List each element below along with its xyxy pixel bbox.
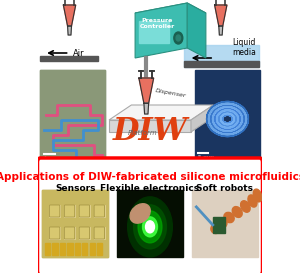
Ellipse shape	[232, 207, 242, 217]
FancyBboxPatch shape	[79, 205, 90, 217]
Ellipse shape	[241, 201, 250, 212]
Circle shape	[146, 222, 154, 232]
Text: Sensors: Sensors	[55, 184, 96, 193]
Text: DIW: DIW	[112, 116, 188, 147]
Polygon shape	[68, 26, 71, 35]
Ellipse shape	[248, 195, 257, 207]
Bar	[94, 227, 105, 239]
FancyBboxPatch shape	[79, 227, 90, 239]
Ellipse shape	[211, 224, 221, 233]
Bar	[79, 227, 90, 239]
Bar	[67, 243, 73, 255]
Bar	[97, 243, 102, 255]
Bar	[40, 70, 105, 158]
Text: Liquid
media: Liquid media	[232, 38, 256, 57]
Polygon shape	[109, 120, 191, 132]
Ellipse shape	[224, 212, 234, 223]
Bar	[42, 190, 107, 257]
Text: 1 mm: 1 mm	[44, 156, 61, 161]
Polygon shape	[214, 5, 227, 26]
Circle shape	[174, 32, 183, 44]
Polygon shape	[187, 3, 206, 58]
Bar	[184, 45, 259, 67]
Circle shape	[176, 35, 181, 41]
Text: Flexible electronics: Flexible electronics	[100, 184, 200, 193]
Ellipse shape	[217, 218, 227, 228]
FancyBboxPatch shape	[64, 227, 75, 239]
Bar	[195, 70, 260, 158]
Polygon shape	[191, 105, 213, 132]
Text: Pressure
Controller: Pressure Controller	[140, 18, 175, 29]
Bar	[50, 227, 60, 239]
Bar	[193, 190, 258, 257]
Text: Dispenser: Dispenser	[155, 88, 187, 98]
Polygon shape	[63, 5, 76, 26]
Text: Applications of DIW-fabricated silicone microfluidics: Applications of DIW-fabricated silicone …	[0, 172, 300, 182]
Bar	[50, 205, 60, 217]
Bar	[82, 243, 87, 255]
Polygon shape	[135, 3, 187, 58]
Text: Platform: Platform	[128, 130, 158, 136]
Bar	[79, 205, 90, 217]
FancyBboxPatch shape	[50, 205, 60, 217]
Bar	[64, 227, 75, 239]
Bar	[94, 205, 105, 217]
Text: Air: Air	[73, 49, 84, 58]
Bar	[45, 243, 50, 255]
Text: 5 mm: 5 mm	[198, 155, 214, 160]
Bar	[40, 70, 105, 158]
Ellipse shape	[130, 204, 150, 223]
Bar	[184, 61, 259, 67]
FancyBboxPatch shape	[94, 227, 105, 239]
Bar	[60, 243, 65, 255]
FancyBboxPatch shape	[50, 227, 60, 239]
Polygon shape	[144, 103, 148, 114]
Text: Soft robots: Soft robots	[196, 184, 253, 193]
FancyBboxPatch shape	[38, 158, 262, 273]
Circle shape	[146, 221, 154, 233]
Bar	[42, 190, 107, 257]
Circle shape	[138, 211, 162, 243]
FancyBboxPatch shape	[64, 205, 75, 217]
Polygon shape	[109, 105, 213, 120]
Polygon shape	[135, 3, 206, 23]
Bar	[117, 190, 183, 257]
Polygon shape	[139, 78, 154, 103]
Bar	[213, 217, 225, 233]
Circle shape	[128, 197, 172, 257]
Bar	[90, 243, 95, 255]
Bar	[139, 21, 169, 43]
Bar	[52, 243, 58, 255]
Bar	[75, 243, 80, 255]
Ellipse shape	[253, 189, 262, 202]
Bar	[40, 56, 98, 61]
Circle shape	[142, 217, 158, 237]
Circle shape	[134, 205, 166, 249]
FancyBboxPatch shape	[94, 205, 105, 217]
Bar	[64, 205, 75, 217]
Polygon shape	[219, 26, 223, 35]
